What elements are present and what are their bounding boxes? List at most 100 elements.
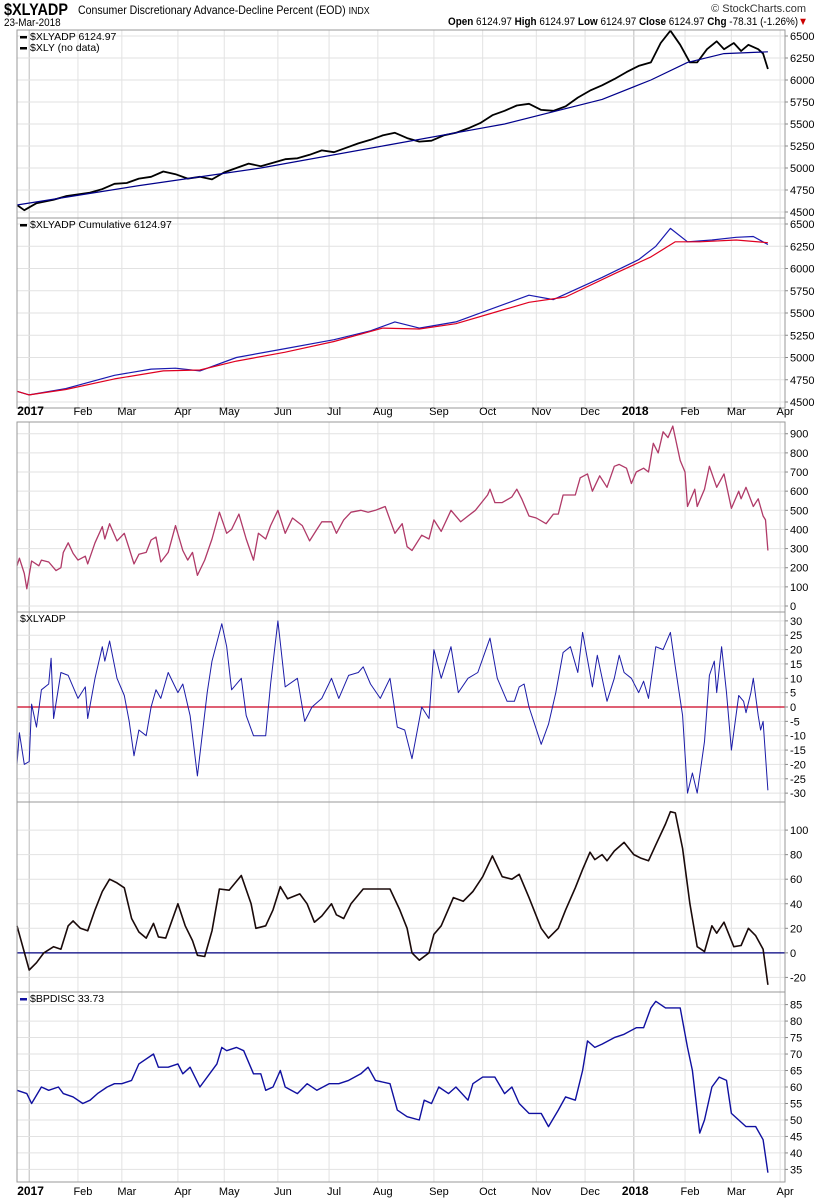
y-tick-label: 35: [790, 1164, 802, 1176]
x-tick-label: Jul: [327, 1186, 341, 1198]
x-tick-label: Dec: [580, 406, 600, 418]
y-tick-label: 5500: [790, 308, 814, 320]
y-tick-label: 300: [790, 544, 808, 556]
series-line-ma: [16, 239, 768, 396]
panel-frame: [16, 217, 786, 409]
x-tick-label: Sep: [429, 1186, 449, 1198]
x-tick-label: Dec: [580, 1186, 600, 1198]
y-tick-label: 20: [790, 923, 802, 935]
y-tick-label: -25: [790, 774, 806, 786]
series-line-ma: [16, 51, 768, 206]
panel-frame: [16, 991, 786, 1183]
y-tick-label: 4500: [790, 207, 814, 219]
panel-cumulative: 4500 4750 5000 5250 5500 5750 6000 6250 6500 $XLY…: [16, 217, 814, 409]
close-label: Close: [639, 16, 667, 28]
panel-price: 4500 4750 5000 5250 5500 5750 6000 6250 6500 $XLY…: [16, 29, 814, 219]
y-tick-label: -10: [790, 731, 806, 743]
x-tick-label: Aug: [373, 1186, 393, 1198]
chg-label: Chg: [707, 16, 727, 28]
y-tick-label: 0: [790, 948, 796, 960]
low-value: 6124.97: [600, 16, 637, 28]
y-tick-label: 6500: [790, 219, 814, 231]
series-line-bpdisc: [16, 1000, 769, 1173]
legend-label: $XLYADP: [20, 613, 66, 625]
y-tick-label: -20: [790, 759, 806, 771]
x-tick-label: May: [219, 1186, 240, 1198]
y-tick-label: 100: [790, 582, 808, 594]
y-tick-label: 5250: [790, 141, 814, 153]
chart-description: Consumer Discretionary Advance-Decline P…: [78, 3, 370, 17]
high-value: 6124.97: [539, 16, 576, 28]
y-tick-label: 15: [790, 659, 802, 671]
open-value: 6124.97: [476, 16, 512, 28]
x-tick-label: Jun: [274, 406, 292, 418]
y-tick-label: -20: [790, 972, 806, 984]
x-tick-label: May: [219, 406, 240, 418]
y-tick-label: 60: [790, 874, 802, 886]
legend-label: $XLYADP Cumulative 6124.97: [30, 219, 172, 231]
y-tick-label: 85: [790, 1000, 802, 1012]
y-tick-label: 10: [790, 673, 802, 685]
y-tick-label: 5000: [790, 353, 814, 365]
close-value: 6124.97: [668, 16, 705, 28]
x-tick-label: 2018: [622, 404, 649, 418]
x-axis-2: 2017 Feb Mar Apr May Jun Jul Aug Sep Oct Nov Dec 201…: [17, 1184, 794, 1198]
legend-swatch: [20, 998, 27, 1001]
y-tick-label: 70: [790, 1049, 802, 1061]
x-tick-label: Mar: [727, 406, 746, 418]
x-tick-label: Mar: [117, 406, 136, 418]
x-tick-label: Nov: [532, 1186, 552, 1198]
y-tick-label: 80: [790, 850, 802, 862]
y-tick-label: 500: [790, 505, 808, 517]
y-tick-label: 40: [790, 899, 802, 911]
x-tick-label: Apr: [174, 1186, 191, 1198]
y-tick-label: 60: [790, 1082, 802, 1094]
series-line-indicator: [16, 425, 769, 590]
y-tick-label: 4750: [790, 185, 814, 197]
series-line-xlyadp: [16, 620, 769, 794]
y-tick-label: 400: [790, 524, 808, 536]
panel-oscillator-black: -20 0 20 40 60 80 100: [16, 801, 808, 993]
x-tick-label: Oct: [479, 1186, 496, 1198]
series-line-oscillator: [16, 810, 769, 985]
y-tick-label: 5: [790, 688, 796, 700]
x-tick-label: Apr: [777, 1186, 794, 1198]
exchange-label: INDX: [348, 6, 370, 17]
panel-xlyadp: -30 -25 -20 -15 -10 -5 0 5 10 15 20 25 30 $XLYADP: [16, 611, 806, 803]
x-tick-label: 2017: [17, 1184, 44, 1198]
legend-swatch: [20, 36, 27, 39]
high-label: High: [514, 16, 537, 28]
y-tick-label: 45: [790, 1131, 802, 1143]
y-tick-label: 4500: [790, 397, 814, 409]
x-axis-1: 2017 Feb Mar Apr May Jun Jul Aug Sep Oct Nov Dec 201…: [17, 404, 794, 418]
x-tick-label: Apr: [777, 406, 794, 418]
y-tick-label: 4750: [790, 375, 814, 387]
y-tick-label: 55: [790, 1098, 802, 1110]
x-tick-label: Sep: [429, 406, 449, 418]
y-tick-label: -15: [790, 745, 806, 757]
x-tick-label: Aug: [373, 406, 393, 418]
y-tick-label: -30: [790, 788, 806, 800]
y-tick-label: 5750: [790, 97, 814, 109]
x-tick-label: 2018: [622, 1184, 649, 1198]
ohlc-summary: Open 6124.97 High 6124.97 Low 6124.97 Cl…: [448, 16, 808, 28]
x-tick-label: Nov: [532, 406, 552, 418]
x-tick-label: Mar: [117, 1186, 136, 1198]
y-tick-label: 0: [790, 601, 796, 613]
y-tick-label: 25: [790, 630, 802, 642]
y-tick-label: 20: [790, 645, 802, 657]
y-tick-label: 100: [790, 825, 808, 837]
y-tick-label: 65: [790, 1066, 802, 1078]
y-tick-label: 700: [790, 467, 808, 479]
copyright-link[interactable]: © StockCharts.com: [711, 3, 806, 15]
y-tick-label: 50: [790, 1115, 802, 1127]
x-tick-label: Jul: [327, 406, 341, 418]
y-tick-label: 6000: [790, 75, 814, 87]
chart-date: 23-Mar-2018: [4, 17, 61, 29]
x-tick-label: Mar: [727, 1186, 746, 1198]
legend-swatch: [20, 224, 27, 227]
series-line-cumulative: [16, 227, 769, 396]
y-tick-label: 6500: [790, 31, 814, 43]
y-tick-label: 200: [790, 563, 808, 575]
y-tick-label: 6250: [790, 53, 814, 65]
